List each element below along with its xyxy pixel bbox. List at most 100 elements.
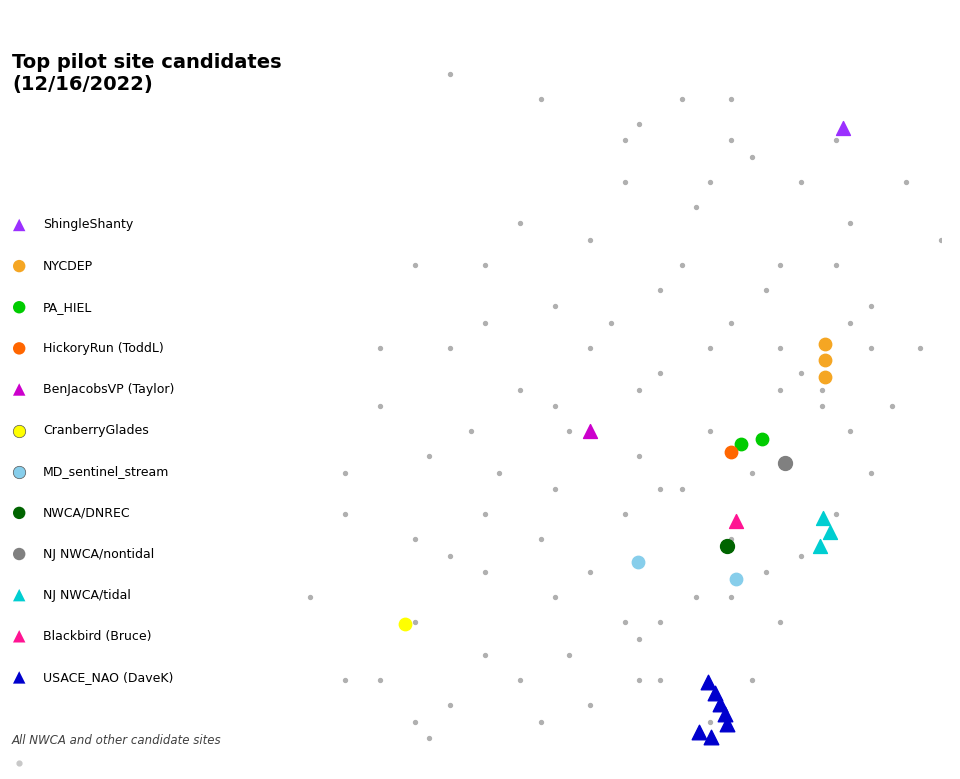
Point [302,591,318,604]
Point [702,175,717,188]
Point [708,686,723,699]
Point [337,674,352,686]
Point [372,674,388,686]
Point [863,300,878,312]
Point [702,425,717,437]
Point [818,371,833,383]
Point [287,383,302,396]
Point [632,674,647,686]
Point [723,317,738,330]
Point [547,400,563,412]
Point [757,566,773,579]
Point [421,732,437,745]
Point [617,616,633,629]
Point [863,467,878,479]
Point [421,449,437,462]
Point [823,526,838,538]
Point [702,342,717,354]
Point [443,68,458,80]
Text: CranberryGlades: CranberryGlades [43,424,149,437]
Text: HickoryRun (ToddL): HickoryRun (ToddL) [43,342,164,355]
Point [653,367,668,379]
Point [562,649,577,661]
Point [617,175,633,188]
Point [513,217,528,230]
Point [701,675,716,688]
Point [757,284,773,296]
Point [687,591,703,604]
Point [793,175,808,188]
Point [674,93,689,105]
Text: All NWCA and other candidate sites: All NWCA and other candidate sites [12,734,222,746]
Point [477,259,492,271]
Point [884,400,900,412]
Point [513,383,528,396]
Point [793,367,808,379]
Point [477,317,492,330]
Point [828,259,843,271]
Point [691,725,707,738]
Point [513,674,528,686]
Point [933,234,948,246]
Point [828,134,843,146]
Point [687,200,703,213]
Point [712,697,728,710]
Point [534,716,549,728]
Point [818,354,833,367]
Point [632,118,647,130]
Point [723,533,738,545]
Point [477,566,492,579]
Point [372,400,388,412]
Text: MD_sentinel_stream: MD_sentinel_stream [43,465,170,478]
Text: Blackbird (Bruce): Blackbird (Bruce) [43,629,152,643]
Point [755,433,770,446]
Point [723,591,738,604]
Point [912,342,927,354]
Text: NJ NWCA/tidal: NJ NWCA/tidal [43,589,132,601]
Point [372,342,388,354]
Point [793,549,808,562]
Point [772,383,787,396]
Point [632,449,647,462]
Point [631,556,646,569]
Point [828,508,843,520]
Point [814,383,829,396]
Point [723,446,738,458]
Point [835,122,851,134]
Point [547,483,563,495]
Text: PA_HIEL: PA_HIEL [43,301,92,314]
Point [653,483,668,495]
Point [337,467,352,479]
Point [562,425,577,437]
Point [674,259,689,271]
Point [772,616,787,629]
Point [723,134,738,146]
Point [583,425,598,437]
Point [653,616,668,629]
Point [492,467,507,479]
Point [534,93,549,105]
Point [617,134,633,146]
Point [719,540,734,552]
Point [723,93,738,105]
Point [583,342,598,354]
Point [583,234,598,246]
Point [583,699,598,711]
Text: ShingleShanty: ShingleShanty [43,218,133,231]
Point [729,515,744,527]
Point [814,400,829,412]
Point [744,150,759,163]
Point [337,508,352,520]
Point [842,217,857,230]
Point [818,337,833,350]
Point [778,456,793,469]
Text: Top pilot site candidates
(12/16/2022): Top pilot site candidates (12/16/2022) [12,53,281,94]
Text: BenJacobsVP (Taylor): BenJacobsVP (Taylor) [43,383,175,396]
Point [443,699,458,711]
Point [632,633,647,645]
Point [702,716,717,728]
Point [744,467,759,479]
Text: NJ NWCA/nontidal: NJ NWCA/nontidal [43,548,155,561]
Point [729,573,744,585]
Point [653,674,668,686]
